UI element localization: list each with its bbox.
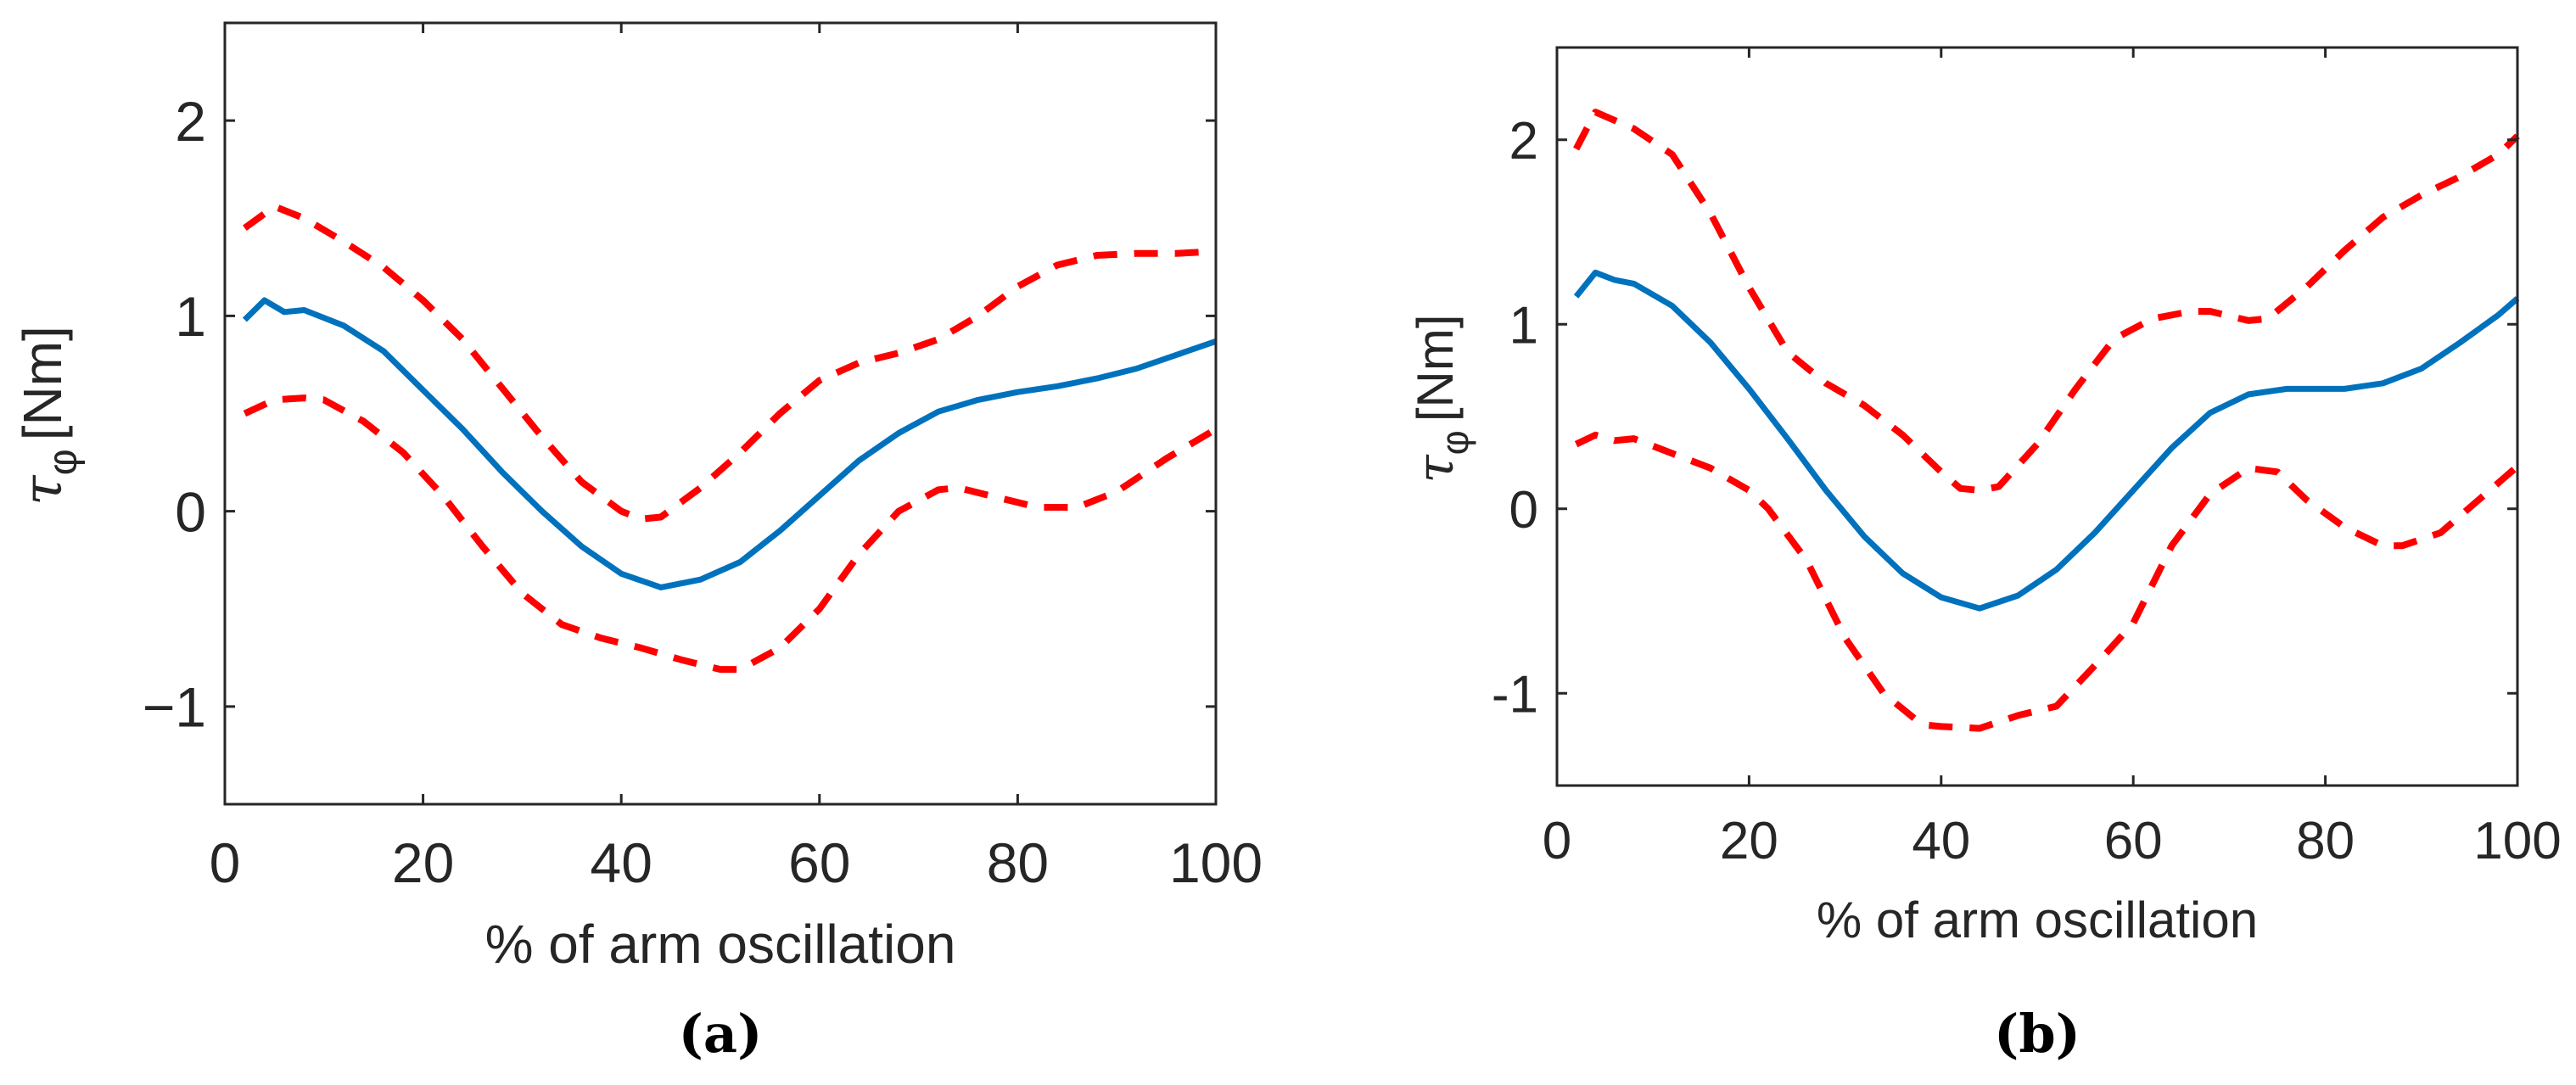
x-tick-label: 40 [590,831,652,894]
x-tick-label: 80 [2296,812,2355,870]
x-tick-label: 0 [1543,812,1571,870]
x-tick-label: 100 [1169,831,1263,894]
y-tick-label: 2 [175,90,206,153]
x-tick-label: 0 [210,831,241,894]
x-tick-label: 100 [2473,812,2561,870]
y-tick-label: −1 [143,676,206,739]
axes-box [223,21,1218,806]
x-tick-label: 20 [1720,812,1778,870]
panel-a-chart: 0 20 40 60 80 100 −1 0 1 2 % of arm oscillation τφ [… [12,21,1263,975]
x-tick-label: 80 [987,831,1049,894]
x-axis-label: % of arm oscillation [485,914,956,975]
y-label-unit: [Nm] [12,326,73,440]
y-tick-label: 1 [175,285,206,348]
y-label-subscript: φ [1433,430,1476,455]
y-label-symbol: τ [1406,455,1465,484]
series-mean-line [1573,269,2520,612]
x-tick-label: 60 [788,831,850,894]
y-label-unit: [Nm] [1407,314,1464,422]
y-label-subscript: φ [41,449,86,475]
y-tick-label: 1 [1509,297,1538,355]
y-label-symbol: τ [12,474,75,506]
panel-label-b: (b) [1994,1003,2080,1065]
series-lower-bound-line [1574,431,2520,732]
series-lower-bound-line [243,394,1218,674]
series-mean-line [242,297,1218,590]
y-tick-label: -1 [1492,666,1538,724]
axes-box [1555,46,2519,787]
series-upper-bound-line [1573,109,2520,494]
y-tick-label: 0 [175,480,206,543]
y-tick-label: 0 [1509,481,1538,540]
y-tick-label: 2 [1509,112,1538,171]
y-axis-label: τφ [Nm] [12,326,86,506]
x-tick-label: 60 [2104,812,2163,870]
panel-b-chart: 0 20 40 60 80 100 -1 0 1 2 % of arm oscillation τφ [… [1406,46,2562,948]
panel-label-a: (a) [679,1003,763,1065]
x-axis-label: % of arm oscillation [1817,892,2258,948]
x-tick-label: 40 [1912,812,1970,870]
x-tick-label: 20 [392,831,454,894]
y-axis-label: τφ [Nm] [1406,314,1476,483]
series-upper-bound-line [243,203,1217,523]
